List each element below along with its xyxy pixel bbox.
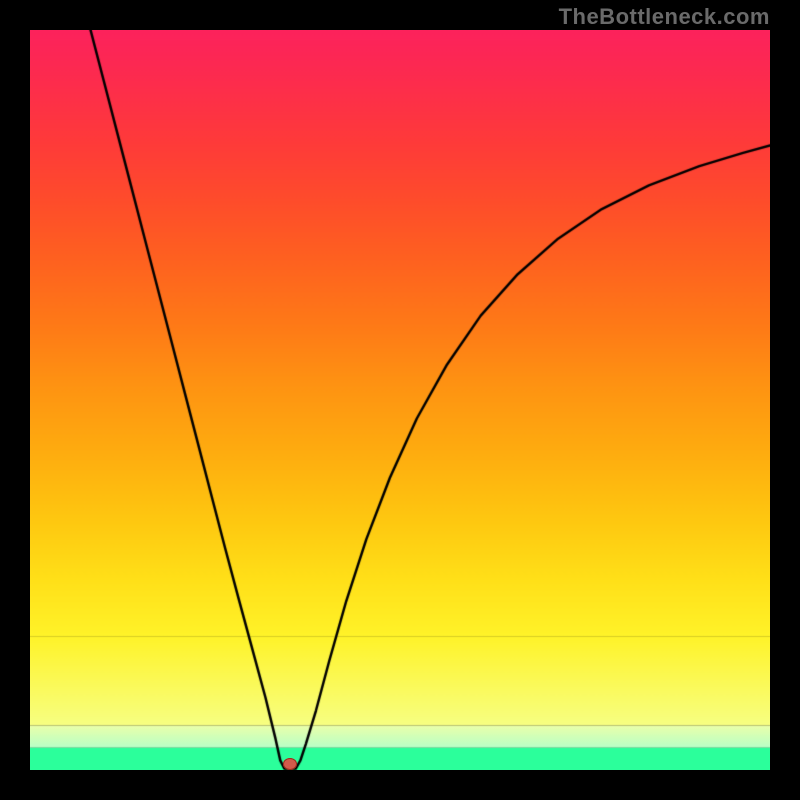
bottleneck-point-marker	[283, 758, 297, 770]
watermark-text: TheBottleneck.com	[559, 4, 770, 30]
chart-frame: TheBottleneck.com	[0, 0, 800, 800]
plot-area	[30, 30, 770, 770]
gradient-canvas	[30, 30, 770, 770]
